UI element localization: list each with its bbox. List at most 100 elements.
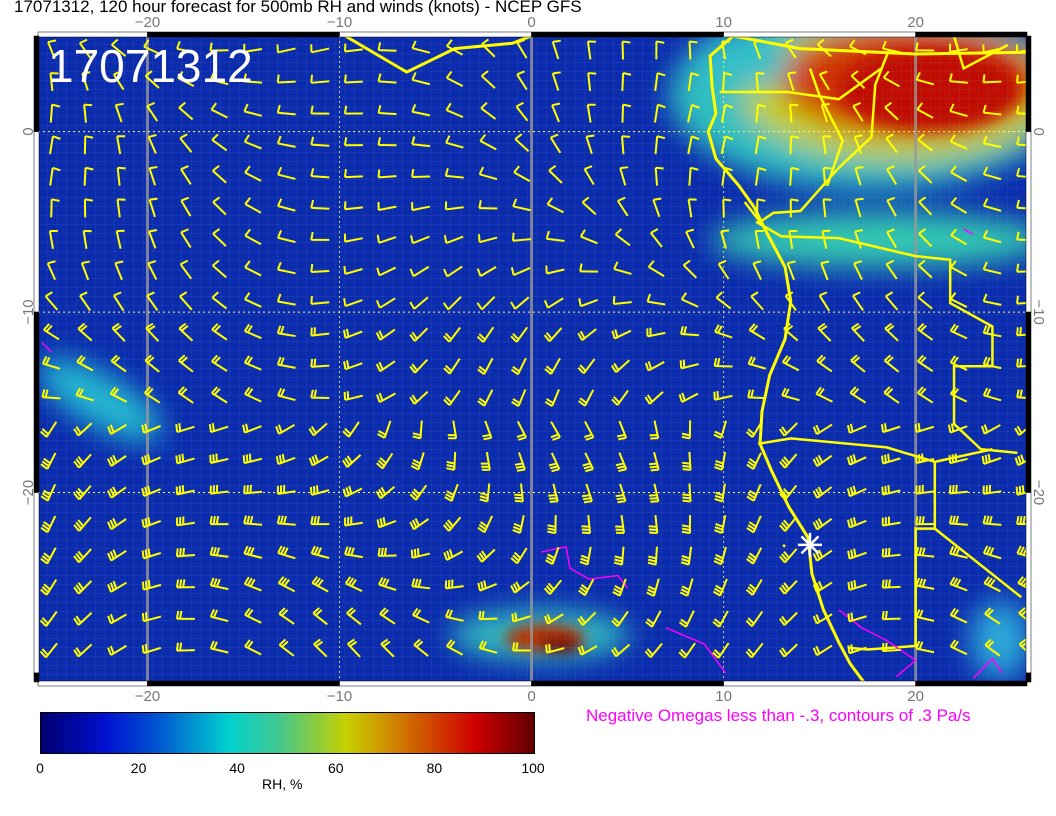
wind-barb [581,196,597,216]
wind-barb [714,324,733,339]
wind-barb [577,611,597,626]
wind-barb [586,103,596,123]
wind-barb [107,613,127,625]
wind-barb [579,263,599,273]
wind-barb [982,356,1002,370]
wind-barb [212,259,227,279]
wind-barb [106,517,127,531]
wind-barb [276,104,296,116]
wind-barb [551,39,561,60]
wind-barb [914,453,935,464]
wind-barb [949,607,968,624]
wind-barb [644,361,665,372]
wind-barb [786,260,796,281]
wind-barb [179,259,192,280]
wind-barb [649,420,660,440]
wind-barb [480,451,491,471]
wind-barb [209,453,229,464]
lon-tick-label: 20 [907,14,924,31]
wind-barb [243,43,263,53]
wind-barb [579,229,598,245]
wind-barb [410,548,431,559]
wind-barb [916,102,934,119]
wind-barb [984,638,1001,657]
wind-barb [545,643,565,654]
rh-field [38,36,1027,682]
wind-barb [815,386,833,403]
wind-barb [983,576,1001,593]
wind-barb [442,296,462,311]
wind-barb [106,454,127,467]
wind-barb [784,38,797,59]
wind-barb [412,420,423,440]
frame-segment [33,35,40,132]
wind-barb [511,232,531,242]
wind-barb [881,610,901,621]
wind-barb [380,638,395,658]
wind-barb [948,484,968,495]
frame-segment [915,680,1028,687]
wind-barb [514,452,526,472]
wind-barb [310,168,330,179]
wind-barb [409,296,429,310]
wind-barb [43,323,60,341]
wind-barb [243,545,263,559]
wind-barb [621,103,632,123]
wind-barb [244,197,262,214]
wind-barb [478,166,498,181]
wind-barb [687,198,697,218]
wind-barb [577,645,598,656]
wind-barb [885,259,898,280]
wind-barb [918,164,933,184]
wind-barb [982,545,1002,560]
wind-barb [376,392,396,404]
wind-barb [544,357,561,375]
colorbar-tick-label: 60 [328,760,344,776]
wind-barb [781,387,800,402]
wind-barb [812,613,833,625]
wind-barb [647,260,665,277]
wind-barb [915,640,935,654]
wind-barb [681,515,692,535]
wind-barb [849,39,867,56]
wind-barb [949,576,968,592]
wind-barb [917,133,933,152]
wind-barb [949,639,968,656]
wind-barb [378,576,397,591]
wind-barb [276,74,296,84]
wind-barb [310,74,330,84]
wind-barb [141,517,162,529]
wind-barb [745,610,764,627]
wind-barb [49,103,61,123]
wind-barb [73,484,92,501]
wind-barb [343,137,363,147]
wind-barb [81,71,91,91]
wind-barb [722,198,732,218]
wind-barb [477,580,498,592]
wind-barb [682,259,698,279]
wind-barb [212,196,227,216]
wind-barb [276,356,296,369]
frame-segment [531,31,724,38]
wind-barb [309,485,330,496]
wind-barb [621,135,631,155]
wind-barb [209,546,229,558]
wind-barb [446,39,464,56]
wind-barb [244,228,262,246]
wind-barb [313,638,328,658]
wind-barb [476,326,495,343]
wind-barb [713,546,727,566]
wind-barb [621,72,632,92]
wind-barb [40,547,57,565]
wind-barb [512,198,531,212]
wind-barb [582,452,594,473]
wind-barb [918,228,933,248]
wind-barb [717,259,730,280]
wind-barb [915,42,935,52]
wind-barb [209,42,229,52]
wind-barb [687,103,700,123]
wind-barb [585,134,595,155]
frame-segment [1025,35,1032,132]
wind-barb [83,103,93,123]
wind-barb [610,359,631,374]
